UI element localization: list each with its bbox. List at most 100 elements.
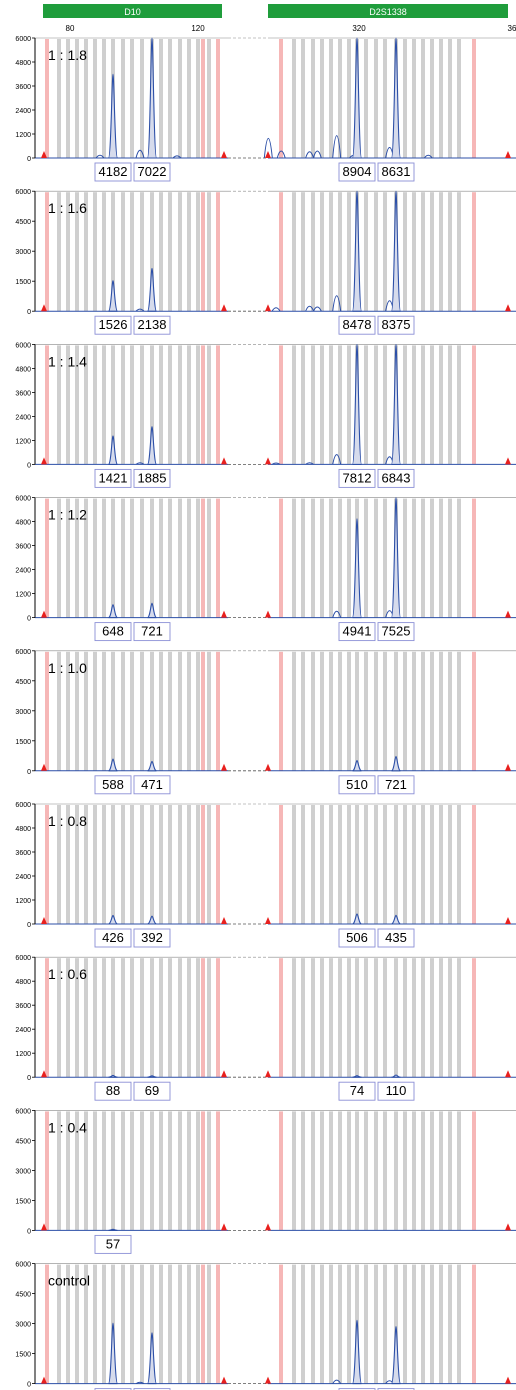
bin-gray (292, 192, 296, 312)
allele-peak (107, 73, 119, 159)
bin-red (279, 651, 283, 771)
bin-gray (207, 345, 211, 465)
bin-red (472, 1264, 476, 1384)
bin-gray (338, 805, 342, 924)
peak-height-label: 7022 (138, 164, 167, 179)
bin-gray (57, 805, 61, 924)
y-tick-label: 4800 (15, 60, 31, 67)
bin-gray (329, 958, 333, 1078)
bin-gray (187, 651, 191, 771)
bin-gray (75, 1264, 79, 1384)
bin-gray (93, 345, 97, 465)
bin-gray (338, 39, 342, 158)
size-standard-marker (505, 1376, 511, 1384)
bin-gray (347, 805, 351, 924)
size-standard-marker (41, 151, 47, 158)
bin-gray (159, 39, 163, 158)
bin-gray (102, 805, 106, 924)
bin-red (201, 39, 205, 158)
bin-gray (168, 1111, 172, 1231)
bin-gray (320, 1264, 324, 1384)
bin-gray (84, 1111, 88, 1231)
peak-label-box (94, 162, 132, 182)
bin-gray (75, 958, 79, 1078)
bin-gray (364, 498, 368, 618)
bin-gray (364, 805, 368, 924)
bin-gray (439, 958, 443, 1078)
peak-height-label: 4941 (343, 624, 372, 639)
bin-gray (403, 651, 407, 771)
minor-peak (276, 150, 286, 159)
bin-gray (412, 805, 416, 924)
allele-peak (146, 37, 158, 159)
minor-peak (271, 462, 281, 465)
y-tick-label: 2400 (15, 1027, 31, 1034)
bin-gray (168, 958, 172, 1078)
size-standard-marker (41, 917, 47, 924)
bin-gray (178, 192, 182, 312)
peak-label-box (133, 622, 171, 642)
ratio-label: 1 : 1.6 (48, 200, 87, 216)
bin-red (45, 192, 49, 312)
bin-gray (403, 805, 407, 924)
size-standard-marker (505, 917, 511, 924)
y-tick-label: 0 (27, 922, 31, 929)
bin-gray (355, 1111, 359, 1231)
bin-red (45, 1111, 49, 1231)
peak-label-box (94, 775, 132, 795)
bin-red (279, 805, 283, 924)
panel-7: 6000 4500 3000 1500 0 1 : 0.4 57 (15, 1108, 516, 1254)
y-tick-label: 4500 (15, 219, 31, 226)
marker-bar-rect (268, 4, 508, 18)
bin-gray (383, 958, 387, 1078)
bin-gray (150, 958, 154, 1078)
allele-peak (391, 1074, 401, 1078)
bin-gray (150, 805, 154, 924)
bin-gray (292, 39, 296, 158)
allele-peak (351, 37, 363, 159)
y-tick-label: 6000 (15, 649, 31, 656)
bin-gray (403, 498, 407, 618)
bin-gray (394, 651, 398, 771)
bin-gray (66, 1111, 70, 1231)
bin-gray (178, 1264, 182, 1384)
size-standard-marker (41, 457, 47, 465)
bin-gray (292, 805, 296, 924)
bin-gray (196, 1264, 200, 1384)
peak-height-label: 392 (141, 930, 163, 945)
bin-red (216, 345, 220, 465)
y-tick-label: 4800 (15, 520, 31, 527)
bin-gray (140, 192, 144, 312)
size-standard-marker (41, 610, 47, 618)
bin-red (216, 651, 220, 771)
peak-label-box (377, 315, 415, 335)
bin-gray (159, 1264, 163, 1384)
allele-peak (390, 497, 402, 619)
bin-gray (102, 498, 106, 618)
bin-gray (311, 805, 315, 924)
bin-gray (374, 345, 378, 465)
bin-gray (150, 345, 154, 465)
y-tick-label: 2400 (15, 874, 31, 881)
y-tick-label: 3600 (15, 390, 31, 397)
y-tick-label: 1500 (15, 1198, 31, 1205)
size-standard-marker (265, 1070, 271, 1078)
bin-gray (412, 192, 416, 312)
bin-gray (178, 1111, 182, 1231)
bin-gray (347, 1111, 351, 1231)
minor-peak (332, 1379, 342, 1384)
peak-label-box (94, 1081, 132, 1101)
minor-peak (312, 150, 322, 159)
y-tick-label: 1200 (15, 132, 31, 139)
bin-gray (311, 192, 315, 312)
bin-gray (57, 958, 61, 1078)
bin-gray (448, 651, 452, 771)
bin-gray (168, 192, 172, 312)
size-standard-marker (41, 304, 47, 312)
bin-gray (168, 345, 172, 465)
bin-red (472, 1111, 476, 1231)
bin-gray (412, 958, 416, 1078)
bin-gray (311, 651, 315, 771)
size-standard-marker (265, 763, 271, 771)
bin-gray (301, 39, 305, 158)
